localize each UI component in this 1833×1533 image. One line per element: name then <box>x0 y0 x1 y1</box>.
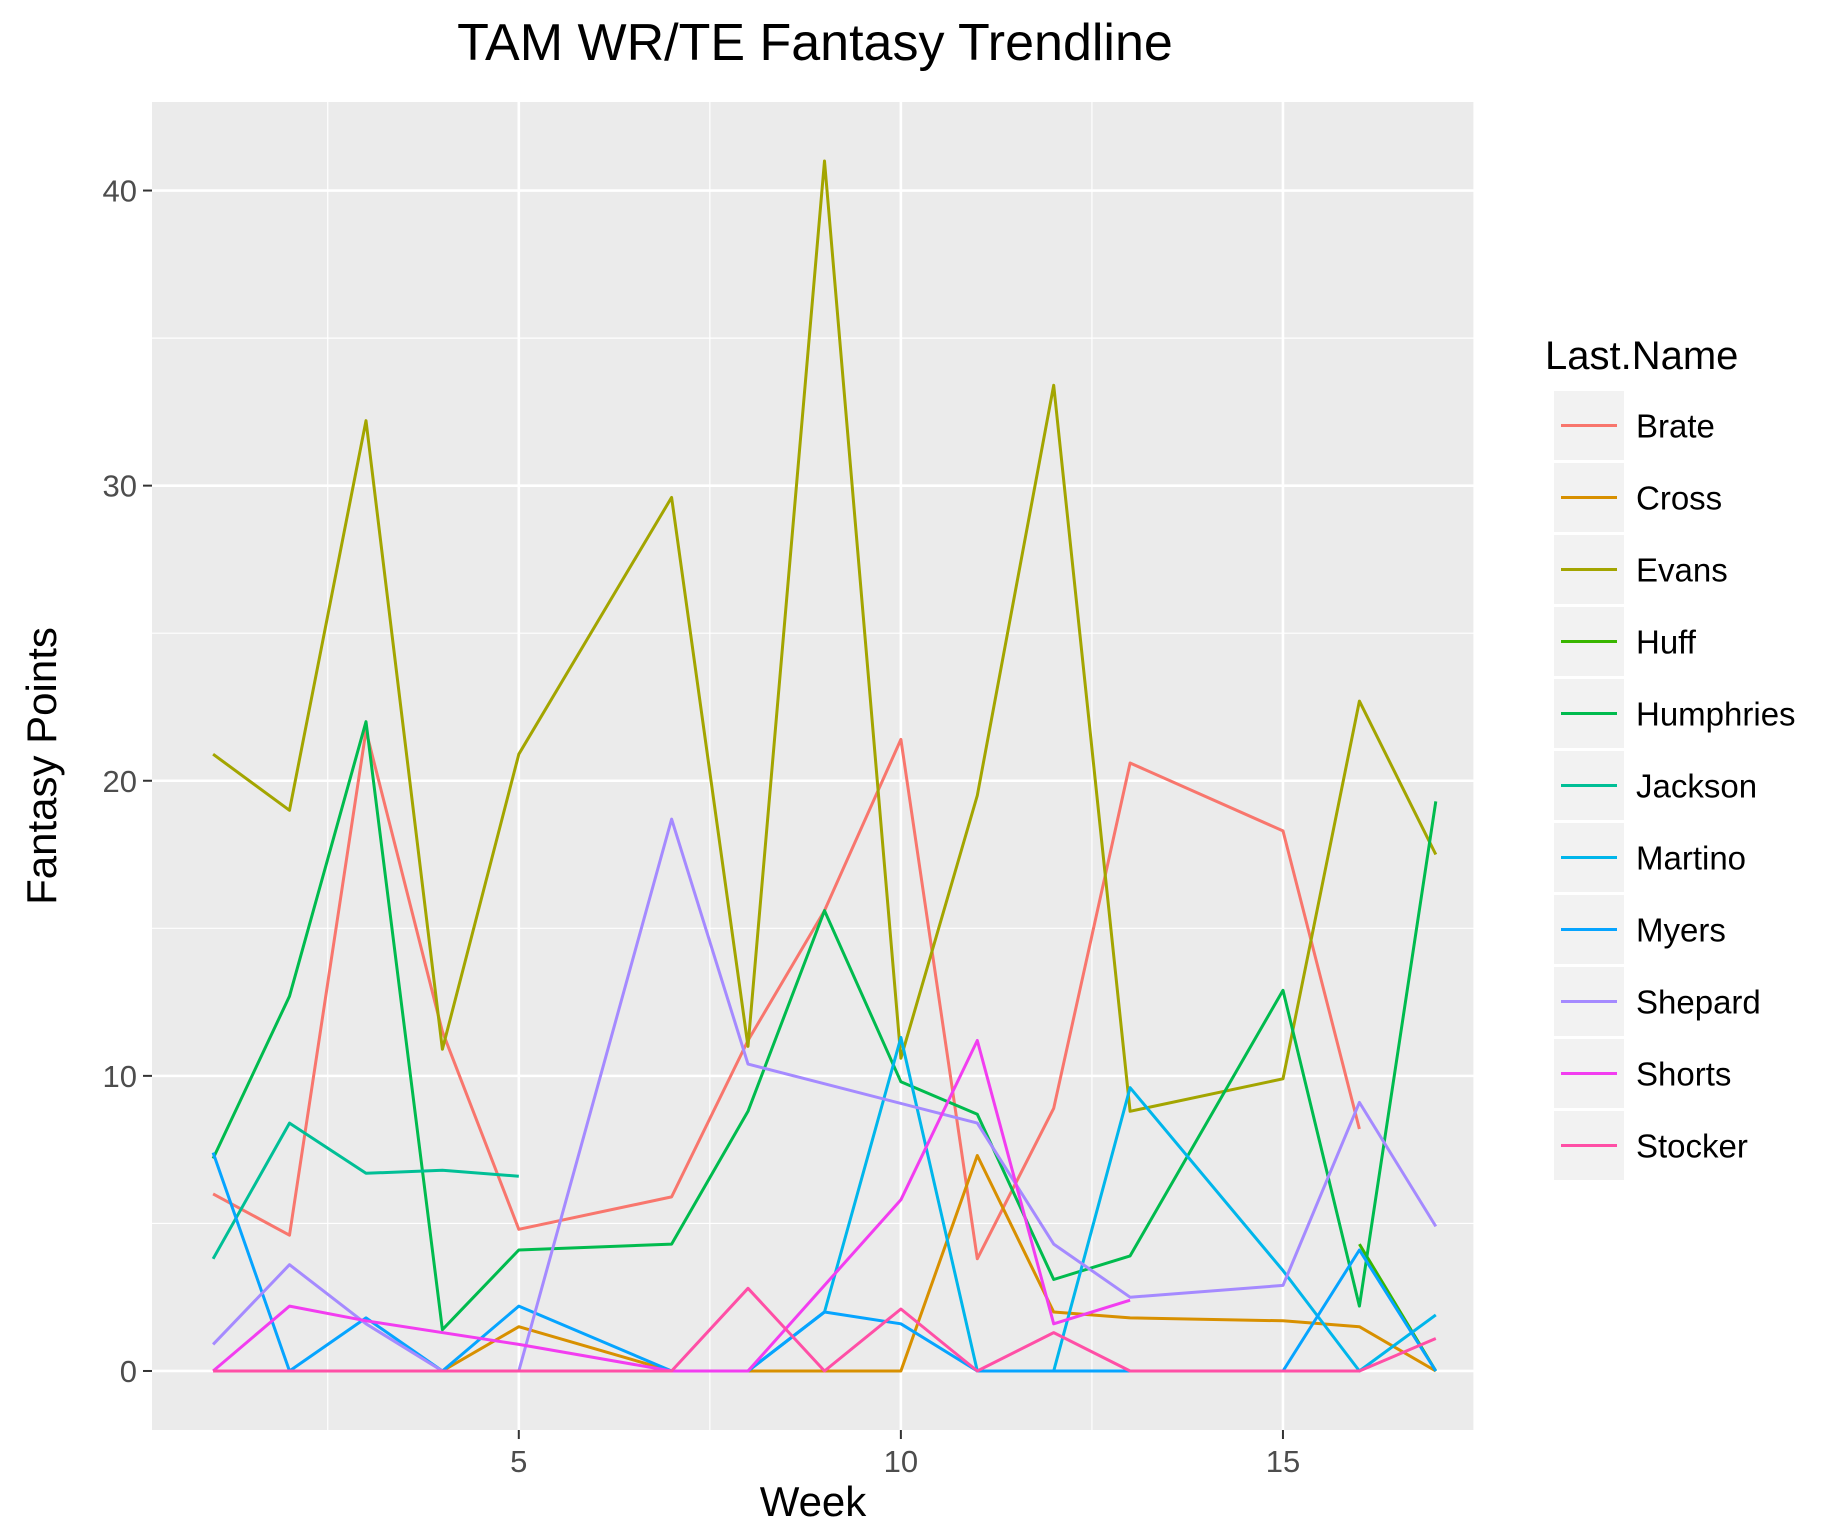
legend-label-martino: Martino <box>1636 840 1746 877</box>
legend-label-jackson: Jackson <box>1636 768 1757 805</box>
y-axis-title: Fantasy Points <box>18 627 65 905</box>
x-tick-label: 15 <box>1266 1444 1300 1479</box>
legend-label-humphries: Humphries <box>1636 696 1796 733</box>
series-line-cross <box>441 1154 1437 1373</box>
legend: Last.Name Brate Cross Evans Huff Humphries Ja… <box>1545 334 1796 1180</box>
x-axis: 5 10 15 <box>510 1430 1300 1479</box>
y-axis: 0 10 20 30 40 <box>103 174 152 1389</box>
series-line-stocker <box>213 1286 1437 1373</box>
legend-label-evans: Evans <box>1636 552 1728 589</box>
chart-title: TAM WR/TE Fantasy Trendline <box>457 14 1173 72</box>
legend-items: Brate Cross Evans Huff Humphries Jackson Marti… <box>1554 391 1796 1180</box>
series-line-brate <box>212 729 1361 1261</box>
series-lines <box>211 159 1438 1373</box>
y-tick-label: 40 <box>103 174 137 209</box>
legend-label-myers: Myers <box>1636 912 1726 949</box>
legend-label-brate: Brate <box>1636 408 1715 445</box>
y-tick-label: 0 <box>120 1354 137 1389</box>
series-line-jackson <box>211 1121 519 1260</box>
x-tick-label: 5 <box>510 1444 527 1479</box>
series-line-shepard <box>212 817 1438 1373</box>
legend-label-shepard: Shepard <box>1636 984 1761 1021</box>
legend-label-huff: Huff <box>1636 624 1697 661</box>
y-tick-label: 10 <box>103 1059 137 1094</box>
legend-label-cross: Cross <box>1636 480 1722 517</box>
x-axis-title: Week <box>760 1478 868 1525</box>
legend-label-stocker: Stocker <box>1636 1128 1748 1165</box>
legend-label-shorts: Shorts <box>1636 1056 1731 1093</box>
legend-title: Last.Name <box>1545 334 1738 378</box>
series-line-humphries <box>211 720 1438 1332</box>
grid-major <box>152 102 1474 1430</box>
x-tick-label: 10 <box>884 1444 918 1479</box>
series-line-shorts <box>212 1039 1131 1373</box>
y-tick-label: 20 <box>103 764 137 799</box>
y-tick-label: 30 <box>103 469 137 504</box>
series-line-evans <box>212 159 1438 1113</box>
